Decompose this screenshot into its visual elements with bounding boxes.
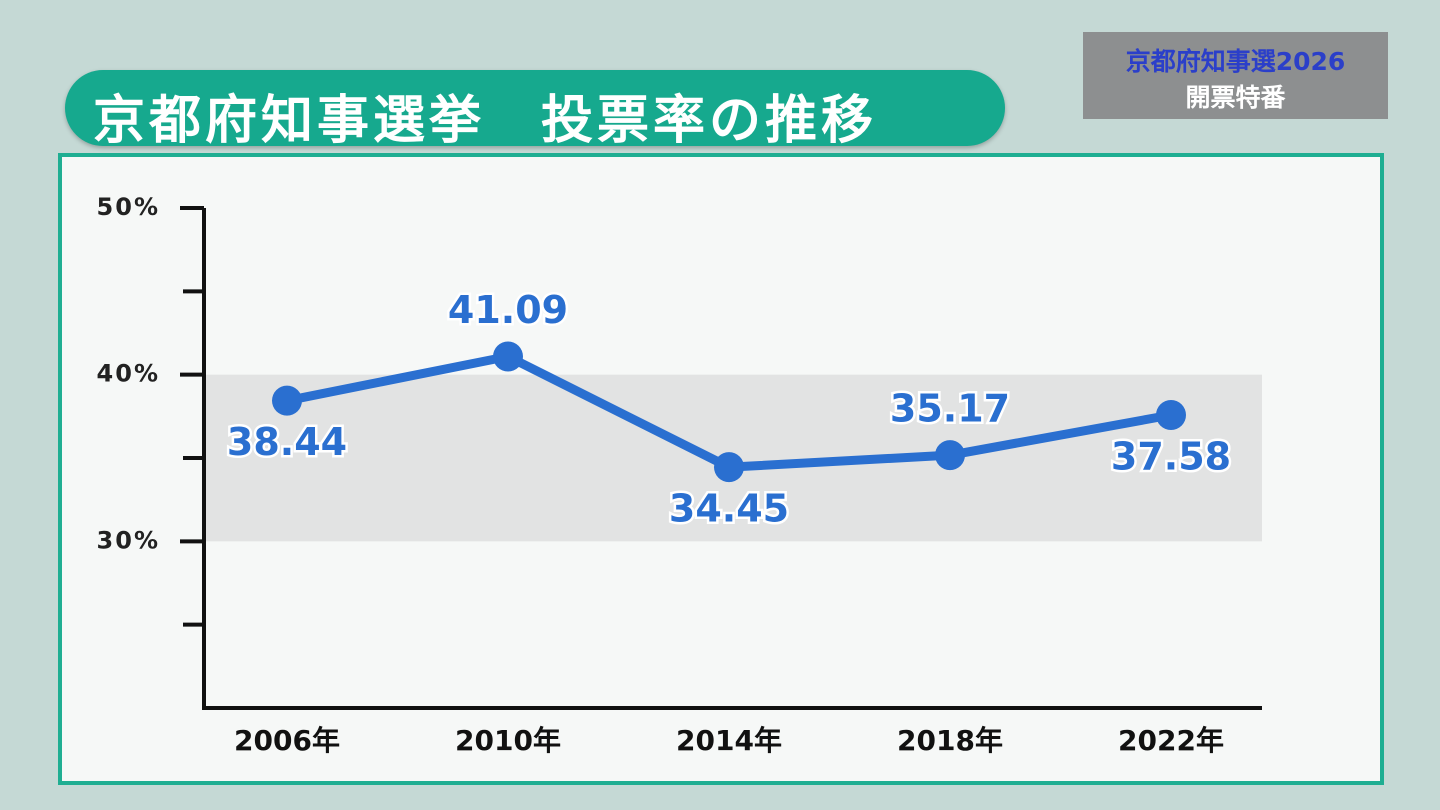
data-label: 38.44 <box>227 420 347 464</box>
y-tick-label: 40% <box>97 360 160 388</box>
data-label: 34.45 <box>669 487 789 531</box>
data-point <box>1156 400 1186 430</box>
x-tick-label: 2010年 <box>455 724 561 757</box>
data-label: 35.17 <box>890 387 1010 431</box>
title-banner: 京都府知事選挙 投票率の推移 <box>65 70 1005 151</box>
badge-line: 開票特番 <box>1185 83 1286 112</box>
data-label: 37.58 <box>1111 435 1231 479</box>
data-point <box>714 452 744 483</box>
y-tick-label: 50% <box>97 193 160 221</box>
data-point <box>272 385 302 416</box>
x-tick-label: 2018年 <box>897 724 1003 757</box>
data-label: 41.09 <box>448 288 568 332</box>
data-point <box>935 440 965 471</box>
badge-line: 京都府知事選2026 <box>1125 47 1346 76</box>
x-tick-label: 2022年 <box>1118 724 1224 757</box>
x-tick-label: 2006年 <box>234 724 340 757</box>
program-badge: 京都府知事選2026 開票特番 <box>1083 32 1388 119</box>
x-tick-label: 2014年 <box>676 724 782 757</box>
y-tick-label: 30% <box>97 526 160 554</box>
chart-title: 京都府知事選挙 投票率の推移 <box>93 91 878 151</box>
data-point <box>493 341 523 372</box>
